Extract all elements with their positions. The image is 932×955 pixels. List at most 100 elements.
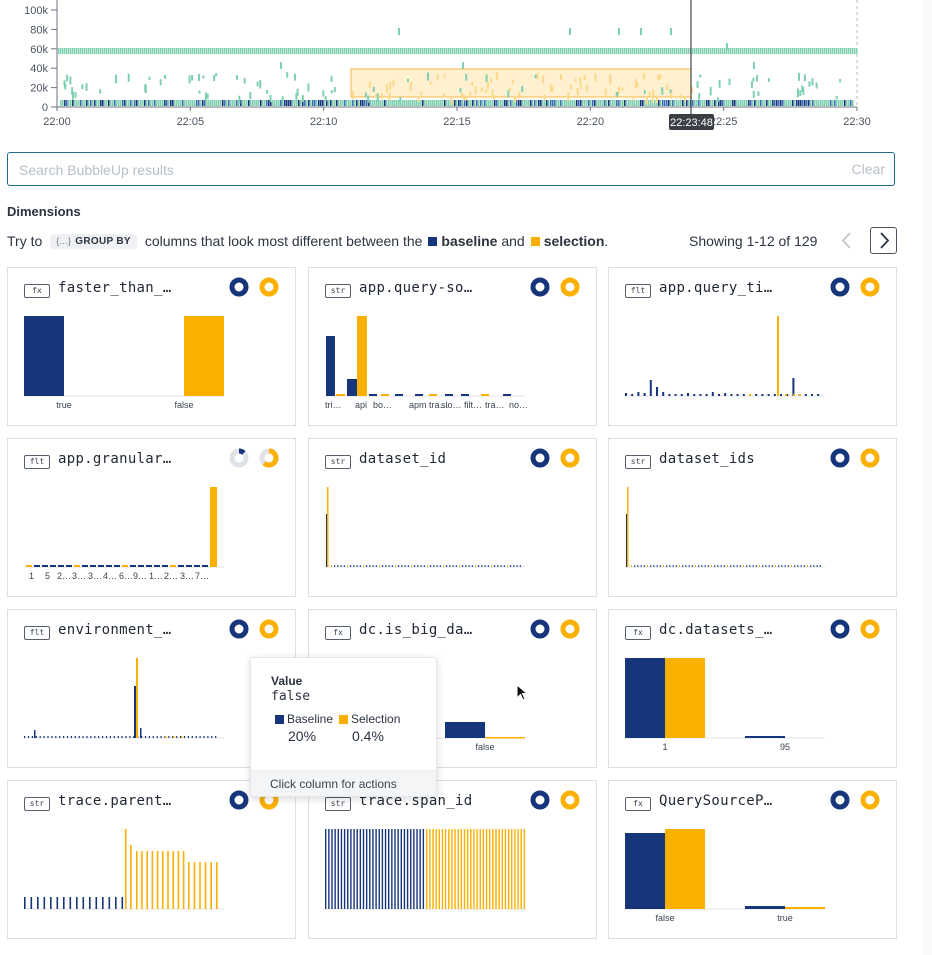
bar[interactable] <box>43 736 45 738</box>
bar[interactable] <box>691 565 693 567</box>
distribution-chart[interactable]: false true <box>609 811 896 939</box>
bar[interactable] <box>199 862 201 909</box>
bar[interactable] <box>356 829 358 909</box>
bar[interactable] <box>138 565 144 567</box>
bar[interactable] <box>439 565 441 567</box>
bar[interactable] <box>326 336 335 396</box>
bar[interactable] <box>98 736 100 738</box>
heatmap-chart[interactable]: 100k 80k 60k 40k 20k 0 22:00 22:05 22:10 22:15 22:… <box>0 0 932 135</box>
bar[interactable] <box>395 394 403 396</box>
bar[interactable] <box>133 736 135 738</box>
bar[interactable] <box>627 487 629 567</box>
bar[interactable] <box>445 722 485 738</box>
bar[interactable] <box>410 829 412 909</box>
card-title[interactable]: trace.span_id <box>359 793 473 809</box>
bar[interactable] <box>736 565 738 567</box>
bar[interactable] <box>58 565 64 567</box>
search-input[interactable] <box>17 153 841 187</box>
bar[interactable] <box>427 565 428 567</box>
bar[interactable] <box>500 565 502 567</box>
bar[interactable] <box>47 736 49 738</box>
bar[interactable] <box>698 565 700 567</box>
bar[interactable] <box>117 736 119 738</box>
card-title[interactable]: trace.parent… <box>58 793 172 809</box>
bar[interactable] <box>675 565 677 567</box>
bar[interactable] <box>785 394 787 396</box>
bar[interactable] <box>63 897 65 909</box>
bar[interactable] <box>125 829 127 909</box>
bar[interactable] <box>643 393 646 396</box>
bar[interactable] <box>130 565 136 567</box>
distribution-chart[interactable] <box>8 640 295 768</box>
bar[interactable] <box>115 897 117 909</box>
bar[interactable] <box>718 394 720 396</box>
bar[interactable] <box>762 565 764 567</box>
bar[interactable] <box>395 565 396 567</box>
bar[interactable] <box>327 487 329 567</box>
bar[interactable] <box>693 394 696 396</box>
bar[interactable] <box>637 392 640 396</box>
bar[interactable] <box>50 565 56 567</box>
bar[interactable] <box>511 829 513 909</box>
bar[interactable] <box>451 829 453 909</box>
bar[interactable] <box>37 897 39 909</box>
dimension-card[interactable]: flt app.query_ti… <box>608 267 897 426</box>
bar[interactable] <box>331 565 332 567</box>
bar[interactable] <box>177 851 180 909</box>
bar[interactable] <box>359 829 362 909</box>
bar[interactable] <box>129 736 131 738</box>
bar[interactable] <box>102 736 104 738</box>
bar[interactable] <box>813 565 815 567</box>
bar[interactable] <box>82 897 85 909</box>
bar[interactable] <box>459 565 460 567</box>
bar[interactable] <box>63 736 65 738</box>
bar[interactable] <box>24 897 26 909</box>
bar[interactable] <box>89 897 91 909</box>
bar[interactable] <box>375 829 377 909</box>
bar[interactable] <box>184 316 224 396</box>
bar[interactable] <box>775 565 776 567</box>
bar[interactable] <box>485 737 525 739</box>
distribution-chart[interactable]: 1 5 2… 3… 3… 4… 6… 9… 1… 2… 3… 7… <box>8 469 295 597</box>
bar[interactable] <box>82 565 88 567</box>
bar[interactable] <box>24 736 26 738</box>
bar[interactable] <box>141 736 143 738</box>
bar[interactable] <box>426 829 428 909</box>
bar[interactable] <box>482 829 485 909</box>
bar[interactable] <box>682 565 684 567</box>
bar[interactable] <box>523 829 526 909</box>
bar[interactable] <box>466 829 469 909</box>
bar[interactable] <box>56 897 59 909</box>
bar[interactable] <box>347 379 357 396</box>
bar[interactable] <box>745 736 785 738</box>
distribution-chart[interactable]: 1 95 <box>609 640 896 768</box>
bar[interactable] <box>730 565 732 567</box>
bar[interactable] <box>413 829 415 909</box>
bar[interactable] <box>140 728 142 738</box>
card-title[interactable]: app.query_ti… <box>659 280 773 296</box>
dimension-card[interactable]: str dataset_id <box>308 438 597 597</box>
bar[interactable] <box>785 907 825 909</box>
bar[interactable] <box>519 565 521 567</box>
bar[interactable] <box>498 829 500 909</box>
bar[interactable] <box>816 565 818 567</box>
bar[interactable] <box>419 829 421 909</box>
bar[interactable] <box>514 829 516 909</box>
selection-region[interactable] <box>350 68 692 98</box>
bar[interactable] <box>199 736 201 738</box>
bar[interactable] <box>767 394 770 396</box>
bar[interactable] <box>803 565 805 567</box>
card-title[interactable]: QuerySourceP… <box>659 793 773 809</box>
bar[interactable] <box>513 565 515 567</box>
bar[interactable] <box>24 316 64 396</box>
bar[interactable] <box>749 394 751 396</box>
bar[interactable] <box>736 394 739 396</box>
bar[interactable] <box>114 565 120 567</box>
bar[interactable] <box>388 829 390 909</box>
bar[interactable] <box>178 565 184 567</box>
bar[interactable] <box>398 565 400 567</box>
bar[interactable] <box>331 829 333 909</box>
bar[interactable] <box>446 565 448 567</box>
card-title[interactable]: app.granular… <box>58 451 172 467</box>
bar[interactable] <box>688 565 690 567</box>
